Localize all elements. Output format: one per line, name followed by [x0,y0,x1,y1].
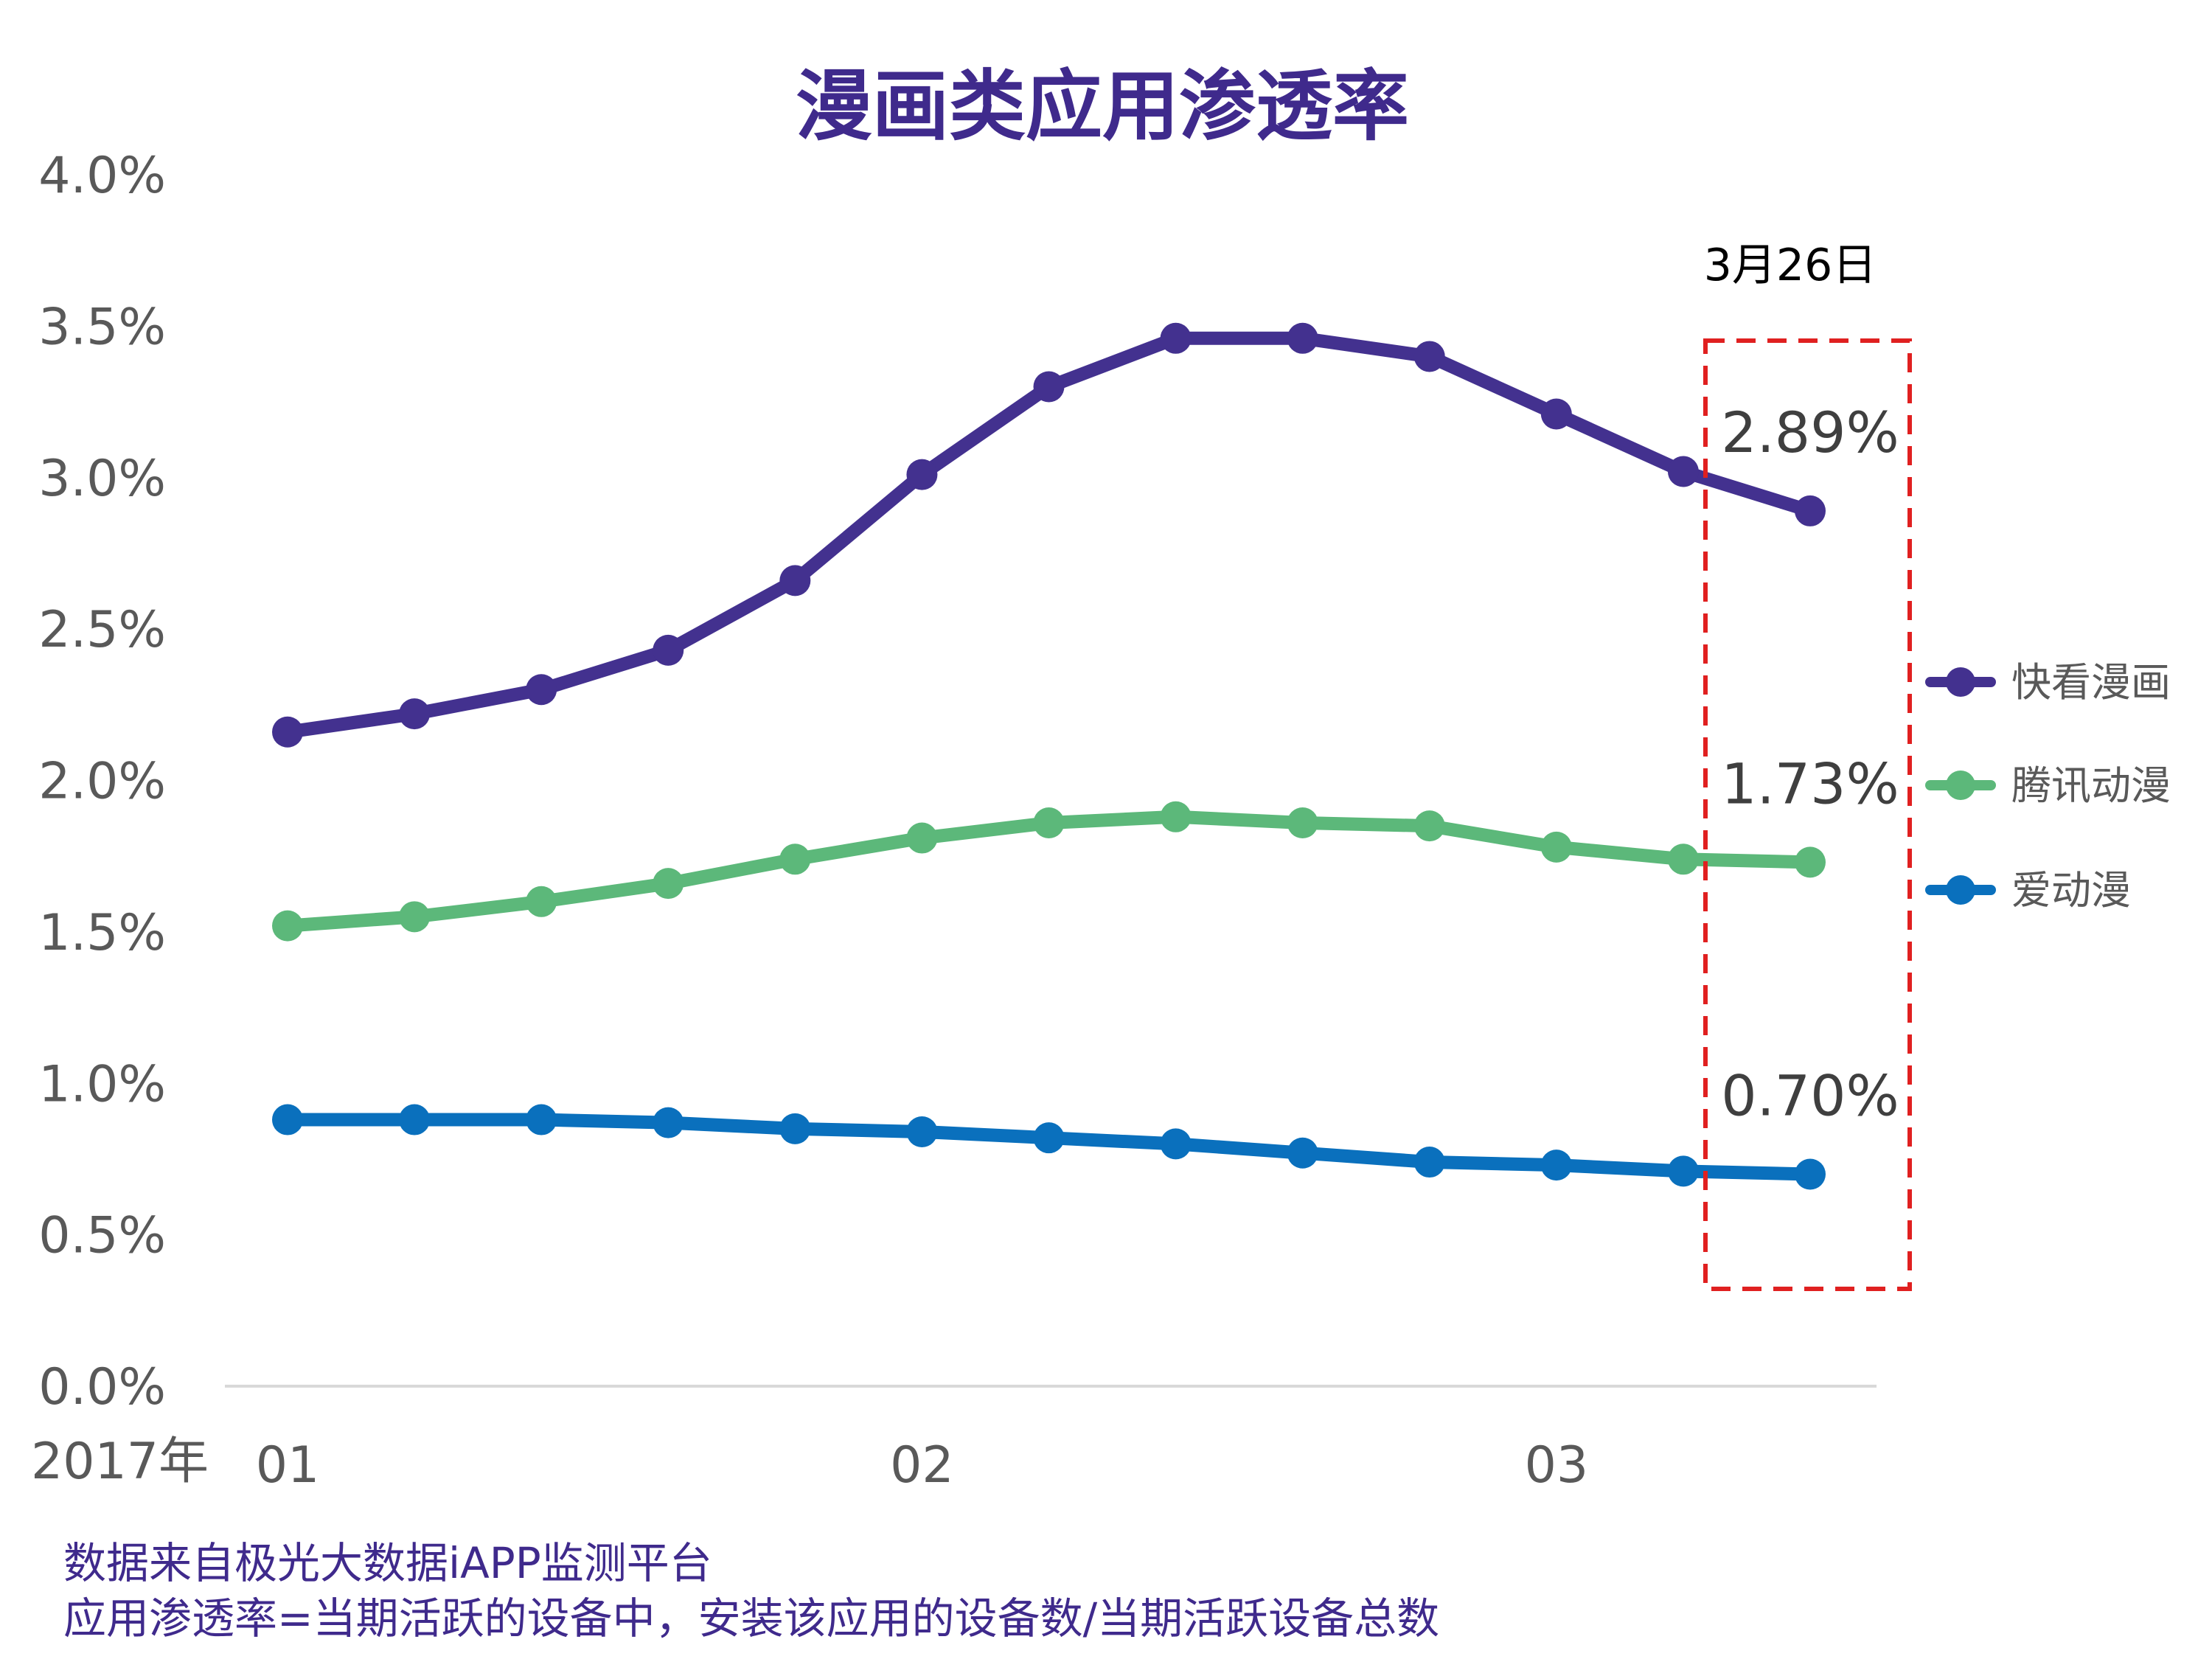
x-axis: 01 02 03 [256,1436,1588,1495]
end-value-label: 0.70% [1721,1062,1899,1128]
data-point [1795,1158,1826,1190]
data-point [1033,1122,1065,1154]
legend-item: 快看漫画 [1925,659,2171,706]
y-tick-label: 3.0% [38,450,166,508]
data-point [906,1116,938,1147]
data-point [1413,341,1445,372]
y-tick-label: 4.0% [38,147,166,205]
legend-item: 腾讯动漫 [1925,762,2171,809]
data-point [526,674,557,706]
data-point [906,822,938,854]
x-tick-label: 02 [890,1436,954,1495]
data-point [1160,1128,1192,1160]
data-point [779,565,811,597]
y-tick-label: 1.5% [38,904,166,962]
data-point [653,868,684,900]
highlight-box [1703,338,1912,1291]
data-point [272,1104,303,1135]
x-tick-label: 03 [1525,1436,1589,1495]
data-point [779,844,811,875]
data-point [653,1107,684,1138]
data-point [1667,456,1699,487]
y-tick-label: 2.0% [38,753,166,811]
y-tick-label: 3.5% [38,298,166,356]
legend-marker [1946,667,1975,697]
data-point [1540,831,1572,863]
highlight-date-label: 3月26日 [1704,240,1877,291]
data-point [1540,1150,1572,1181]
year-label: 2017年 [31,1433,209,1491]
legend-marker [1946,771,1975,800]
data-point [399,698,431,730]
data-point [1033,807,1065,839]
end-value-label: 1.73% [1721,751,1899,816]
legend-label: 腾讯动漫 [2011,762,2171,809]
data-point [906,459,938,490]
data-point [272,716,303,748]
data-point [1160,801,1192,832]
footnote-source: 数据来自极光大数据iAPP监测平台 [63,1538,712,1588]
data-point [1160,322,1192,354]
data-point [526,886,557,917]
y-tick-label: 0.0% [38,1358,166,1416]
y-tick-label: 0.5% [38,1207,166,1265]
legend-label: 快看漫画 [2011,659,2171,706]
data-point [272,910,303,942]
legend-item: 爱动漫 [1925,867,2131,914]
y-tick-label: 1.0% [38,1055,166,1113]
data-point [779,1113,811,1144]
end-value-label: 2.89% [1721,400,1899,465]
data-point [1667,1155,1699,1187]
series-1 [272,322,1826,748]
series-2 [272,801,1826,942]
data-point [1795,846,1826,878]
end-labels: 2.89% 1.73% 0.70% [1721,400,1899,1129]
chart-title: 漫画类应用渗透率 [796,61,1409,151]
data-point [1540,398,1572,430]
legend-marker [1946,875,1975,905]
data-point [653,634,684,666]
data-point [1413,1147,1445,1178]
series-3 [272,1104,1826,1190]
data-point [1033,371,1065,403]
data-point [399,901,431,933]
data-point [1795,495,1826,526]
footnote-definition: 应用渗透率=当期活跃的设备中，安装该应用的设备数/当期活跃设备总数 [63,1593,1439,1644]
data-point [399,1104,431,1135]
legend-label: 爱动漫 [2011,867,2131,914]
data-point [526,1104,557,1135]
data-point [1287,1137,1318,1169]
data-point [1287,807,1318,839]
data-point [1287,322,1318,354]
series-layer [272,322,1826,1190]
data-point [1667,844,1699,875]
x-tick-label: 01 [256,1436,320,1495]
data-point [1413,810,1445,842]
y-axis: 0.0% 0.5% 1.0% 1.5% 2.0% 2.5% 3.0% 3.5% 4.0% [38,147,166,1416]
y-tick-label: 2.5% [38,601,166,659]
